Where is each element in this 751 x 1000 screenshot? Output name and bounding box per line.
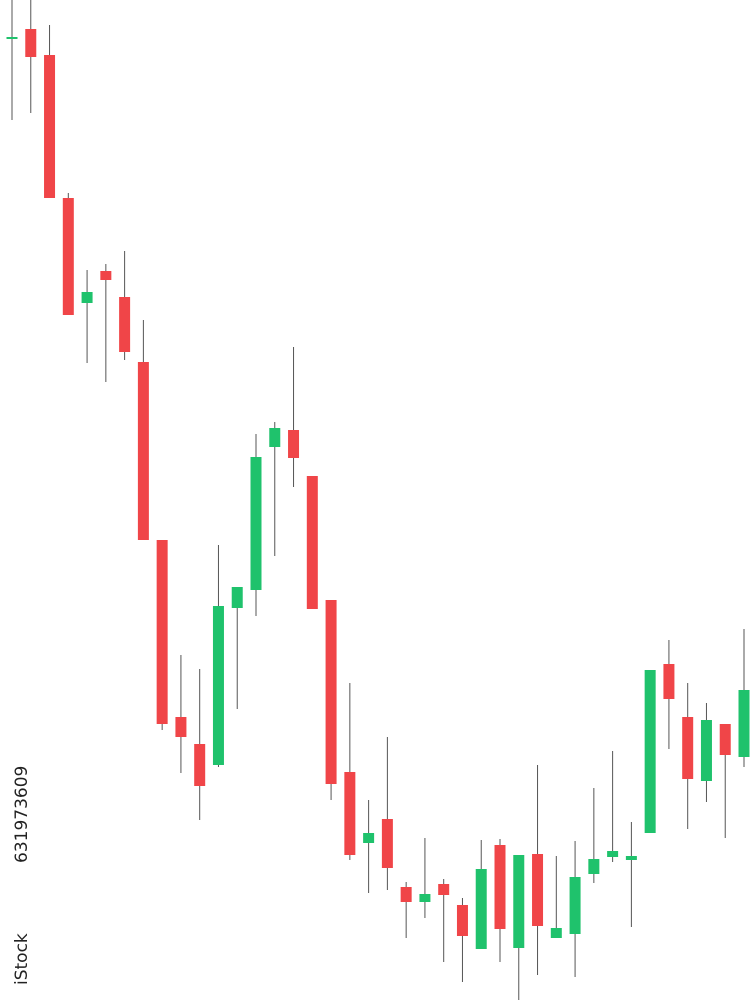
- candle-body: [438, 884, 450, 895]
- candle-body: [588, 859, 600, 874]
- candle-body: [306, 476, 318, 609]
- watermark-brand: iStock: [12, 933, 32, 985]
- candle-body: [400, 887, 412, 902]
- watermark-id: 631973609: [12, 766, 32, 863]
- candle-body: [119, 297, 131, 352]
- candle-body: [137, 362, 149, 540]
- candle-body: [607, 851, 619, 857]
- candle-body: [81, 292, 93, 303]
- candle-body: [494, 845, 506, 929]
- candle-body: [156, 540, 168, 724]
- candle-body: [475, 869, 487, 949]
- candle-body: [25, 29, 37, 57]
- candle-body: [44, 55, 56, 198]
- candle-body: [663, 664, 675, 699]
- candle-body: [175, 717, 187, 737]
- candle-body: [625, 856, 637, 860]
- candle-body: [194, 744, 206, 786]
- candle-body: [269, 428, 281, 447]
- candle-body: [288, 430, 300, 458]
- candle-body: [719, 724, 731, 755]
- candle-body: [325, 600, 337, 784]
- candle-body: [550, 928, 562, 938]
- candle-body: [250, 457, 262, 590]
- candle-body: [569, 877, 581, 934]
- candle-body: [381, 819, 393, 868]
- watermark: iStock 631973609: [12, 766, 32, 985]
- candle-body: [419, 894, 431, 902]
- candle-body: [62, 198, 74, 315]
- candle-body: [6, 37, 18, 39]
- candles: [6, 0, 750, 1000]
- candle-body: [738, 690, 750, 757]
- candle-body: [700, 720, 712, 781]
- candle-body: [532, 854, 544, 926]
- candle-body: [231, 587, 243, 608]
- candle-body: [682, 717, 694, 779]
- candle-body: [100, 271, 112, 280]
- candle-body: [363, 833, 375, 843]
- candle-body: [344, 772, 356, 855]
- candle-body: [212, 606, 224, 765]
- candle-body: [644, 670, 656, 833]
- candle-body: [456, 905, 468, 936]
- candle-body: [513, 855, 525, 948]
